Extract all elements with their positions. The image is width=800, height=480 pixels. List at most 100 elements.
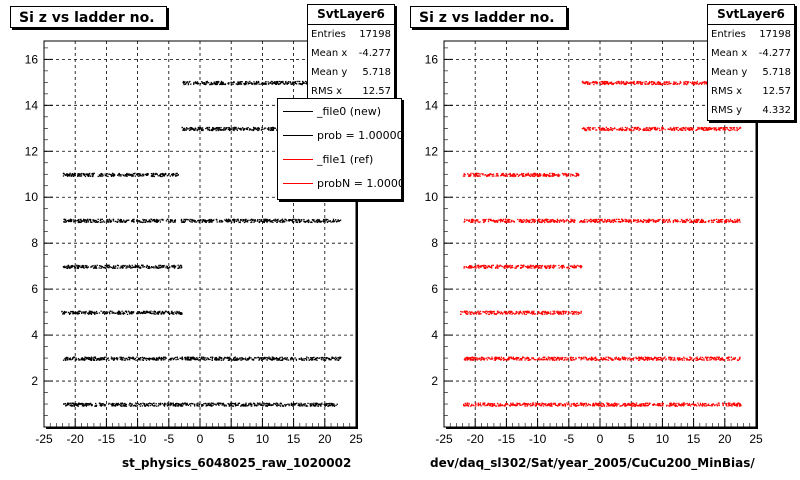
data-point xyxy=(688,402,690,405)
data-point xyxy=(294,404,296,406)
data-point xyxy=(139,357,141,360)
data-point xyxy=(272,358,274,360)
x-tick-label: -20 xyxy=(67,432,85,446)
data-point xyxy=(481,356,484,359)
data-point xyxy=(194,358,197,361)
data-point xyxy=(319,221,321,223)
data-point xyxy=(234,358,236,360)
data-point xyxy=(678,404,681,406)
data-point xyxy=(300,357,302,359)
data-point xyxy=(619,358,622,360)
data-point xyxy=(170,173,173,176)
data-point xyxy=(244,82,247,85)
data-point xyxy=(126,267,128,269)
data-point xyxy=(661,357,663,359)
data-point xyxy=(708,357,711,359)
data-point xyxy=(298,403,301,406)
data-point xyxy=(279,221,281,223)
data-point xyxy=(270,220,272,222)
data-point xyxy=(668,405,670,407)
data-point xyxy=(271,356,273,358)
stats-value: -4.277 xyxy=(358,48,391,59)
data-point xyxy=(148,357,151,359)
data-point xyxy=(70,404,72,406)
data-point xyxy=(85,221,88,224)
x-tick-label: 10 xyxy=(656,432,670,446)
data-point xyxy=(621,356,623,358)
data-point xyxy=(266,128,269,130)
data-point xyxy=(721,359,723,361)
data-point xyxy=(173,266,175,268)
data-point xyxy=(239,83,242,85)
data-point xyxy=(126,265,129,267)
data-point xyxy=(582,404,585,406)
data-point xyxy=(222,359,224,361)
data-point xyxy=(66,174,69,177)
data-point xyxy=(146,264,148,267)
data-point xyxy=(670,357,673,360)
data-point xyxy=(169,404,171,407)
x-tick-label: 0 xyxy=(197,432,204,446)
data-point xyxy=(467,356,469,359)
data-point xyxy=(669,402,671,404)
data-point xyxy=(210,129,213,132)
data-point xyxy=(200,405,203,407)
data-point xyxy=(149,402,151,404)
data-point xyxy=(119,221,121,223)
data-point xyxy=(585,358,587,360)
data-point xyxy=(196,81,199,83)
data-point xyxy=(128,311,130,313)
data-point xyxy=(286,220,288,222)
data-point xyxy=(316,221,319,224)
x-tick-label: 5 xyxy=(628,432,635,446)
data-point xyxy=(84,313,86,315)
data-point xyxy=(227,402,229,405)
data-point xyxy=(207,402,209,405)
data-point xyxy=(77,173,79,175)
data-point xyxy=(608,403,610,405)
data-point xyxy=(221,404,223,406)
data-point xyxy=(562,404,565,407)
data-point xyxy=(668,356,670,359)
data-point xyxy=(336,403,338,405)
data-point xyxy=(109,265,111,268)
data-point xyxy=(183,81,186,84)
data-point xyxy=(162,173,164,176)
data-point xyxy=(254,127,257,129)
data-point xyxy=(250,221,252,224)
data-point xyxy=(483,359,485,361)
data-point xyxy=(251,405,253,407)
data-point xyxy=(661,358,663,360)
data-point xyxy=(503,311,505,313)
data-point xyxy=(263,82,265,85)
data-point xyxy=(716,356,718,358)
data-point xyxy=(595,402,597,405)
data-point xyxy=(273,127,275,129)
data-point xyxy=(575,358,577,360)
data-point xyxy=(254,128,256,130)
data-point xyxy=(730,356,732,359)
data-point xyxy=(116,264,119,266)
data-point xyxy=(200,357,202,360)
data-point xyxy=(192,356,195,358)
data-point xyxy=(507,358,509,361)
data-point xyxy=(222,403,225,405)
data-point xyxy=(115,265,117,267)
data-point xyxy=(75,267,77,269)
data-point xyxy=(65,219,67,222)
data-point xyxy=(213,128,216,130)
data-point xyxy=(210,219,212,222)
data-point xyxy=(248,129,251,131)
data-point xyxy=(177,174,180,176)
data-point xyxy=(624,356,626,359)
data-point xyxy=(275,83,278,85)
data-point xyxy=(135,405,137,407)
data-point xyxy=(525,403,527,406)
data-point xyxy=(143,403,145,405)
data-point xyxy=(589,357,591,359)
data-point xyxy=(140,174,142,177)
data-point xyxy=(502,357,505,359)
data-point xyxy=(619,405,621,407)
data-point xyxy=(81,404,84,407)
data-point xyxy=(272,126,275,129)
